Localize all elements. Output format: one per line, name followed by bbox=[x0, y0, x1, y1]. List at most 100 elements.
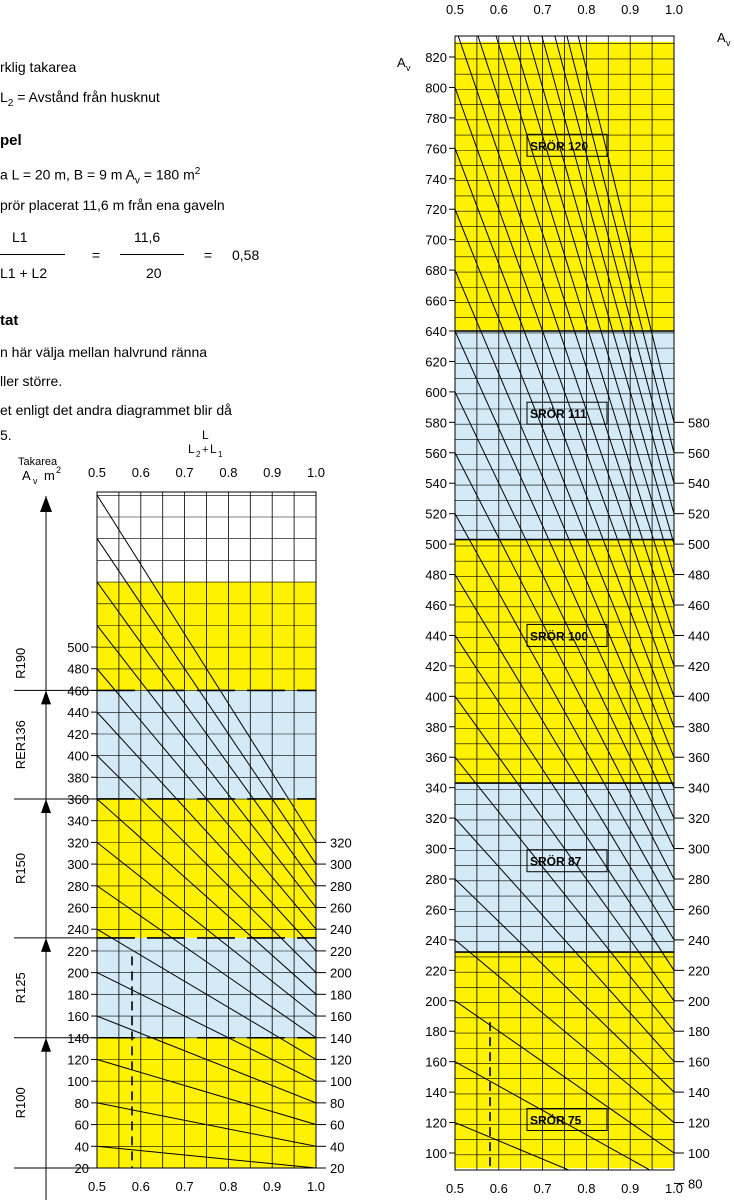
chart-2-left-tick-label: 500 bbox=[425, 537, 447, 552]
chart-1-left-tick-label: 300 bbox=[67, 857, 89, 872]
chart-2-band-label-box bbox=[526, 849, 608, 873]
chart-2-band-label: SRÖR 120 bbox=[530, 138, 588, 153]
chart-2-right-tick-label: 320 bbox=[688, 811, 710, 826]
chart-2-diagonal bbox=[477, 36, 674, 636]
chart-2-diagonal bbox=[455, 330, 674, 819]
chart-1-right-tick-label: 40 bbox=[330, 1139, 344, 1154]
chart-2-right-tick-label: 540 bbox=[688, 476, 710, 491]
chart-1-left-tick-label: 440 bbox=[67, 705, 89, 720]
chart-2-left-tick-label: 400 bbox=[425, 689, 447, 704]
chart-2-diagonal bbox=[455, 87, 674, 697]
chart-1-bottom-tick-label: 0.9 bbox=[263, 1179, 281, 1194]
chart-1-bottom-tick-label: 0.6 bbox=[132, 1179, 150, 1194]
chart-2-diagonal bbox=[455, 452, 674, 880]
chart-1-band-label: R190 bbox=[13, 648, 28, 679]
chart-2-diagonal bbox=[577, 36, 674, 423]
chart-1-band-arrow bbox=[41, 937, 51, 952]
fraction-2-numerator: 11,6 bbox=[134, 229, 161, 245]
chart-1-bottom-tick-label: 0.8 bbox=[219, 1179, 237, 1194]
fraction-1-numerator: L1 bbox=[12, 229, 28, 245]
chart-1-ratio-L2: L bbox=[188, 442, 195, 456]
chart-1-left-tick-label: 200 bbox=[67, 966, 89, 981]
chart-1-diagonal bbox=[97, 538, 316, 865]
chart-2-left-tick-label: 320 bbox=[425, 811, 447, 826]
chart-1-bottom-tick-label: 0.7 bbox=[176, 1179, 194, 1194]
chart-1-top-axis-label: Takarea bbox=[18, 456, 58, 468]
fraction-2-denominator: 20 bbox=[146, 265, 162, 281]
chart-2-diagonal bbox=[566, 36, 674, 453]
chart-1-unit-sup: 2 bbox=[56, 465, 61, 475]
fraction-2-bar bbox=[120, 254, 184, 255]
chart-1-unit-label: m bbox=[44, 468, 55, 483]
chart-1-band-arrow bbox=[41, 798, 51, 813]
heading-result: tat bbox=[0, 312, 19, 329]
chart-2-left-tick-label: 360 bbox=[425, 750, 447, 765]
chart-2-band-label: SRÖR 75 bbox=[530, 1113, 582, 1128]
chart-1-ratio-L: L bbox=[202, 428, 209, 442]
text-line-4: prör placerat 11,6 m från ena gaveln bbox=[0, 197, 225, 213]
chart-1-bottom-tick-label: 1.0 bbox=[307, 1179, 325, 1194]
chart-2-right-tick-label: 400 bbox=[688, 689, 710, 704]
chart-2-band-label-box bbox=[526, 401, 608, 425]
chart-1-band-arrow bbox=[40, 496, 52, 512]
chart-2-top-tick-label: 0.8 bbox=[577, 2, 595, 17]
chart-2-band-label: SRÖR 87 bbox=[530, 854, 582, 869]
text-line-5: n här välja mellan halvrund ränna bbox=[0, 344, 208, 360]
chart-1-band-label: R100 bbox=[13, 1087, 28, 1118]
chart-1-right-tick-label: 220 bbox=[330, 944, 352, 959]
chart-2-right-tick-label: 340 bbox=[688, 781, 710, 796]
chart-2-diagonal bbox=[455, 817, 674, 1063]
chart-2-left-label: A bbox=[397, 55, 406, 70]
chart-2-band-label: SRÖR 100 bbox=[530, 628, 588, 643]
chart-2-diagonal bbox=[554, 36, 674, 484]
chart-2-left-tick-label: 640 bbox=[425, 324, 447, 339]
equals-sign-1: = bbox=[92, 247, 101, 263]
chart-2-right-tick-label: 500 bbox=[688, 537, 710, 552]
chart-1-right-tick-label: 160 bbox=[330, 1009, 352, 1024]
chart-1-band-arrow bbox=[41, 1037, 51, 1052]
chart-2-diagonal bbox=[455, 939, 674, 1123]
chart-1-left-tick-label: 40 bbox=[75, 1139, 89, 1154]
chart-2-diagonal bbox=[455, 209, 674, 758]
chart-2-top-tick-label: 1.0 bbox=[665, 2, 683, 17]
chart-2-diagonal bbox=[512, 36, 674, 575]
chart-1-ratio-L1: L bbox=[210, 442, 217, 456]
chart-2-left-label-sub: v bbox=[406, 63, 411, 73]
chart-1-right-tick-label: 180 bbox=[330, 987, 352, 1002]
chart-2-right-tick-label: 240 bbox=[688, 933, 710, 948]
chart-2-diagonal bbox=[455, 391, 674, 849]
chart-1-top-tick-label: 0.7 bbox=[176, 465, 194, 480]
chart-2-left-tick-label: 620 bbox=[425, 354, 447, 369]
chart-1-left-tick-label: 400 bbox=[67, 749, 89, 764]
chart-2-right-tick-label: 580 bbox=[688, 415, 710, 430]
chart-1-right-tick-label: 140 bbox=[330, 1031, 352, 1046]
text-line-1: rklig takarea bbox=[0, 59, 77, 75]
chart-1-right-tick-label: 320 bbox=[330, 835, 352, 850]
chart-1-ratio-L1-sub: 1 bbox=[218, 450, 223, 459]
text-line-8: 5. bbox=[0, 427, 12, 443]
chart-1-left-tick-label: 500 bbox=[67, 640, 89, 655]
heading-example: pel bbox=[0, 132, 22, 149]
chart-2-left-tick-label: 160 bbox=[425, 1055, 447, 1070]
chart-2-left-tick-label: 140 bbox=[425, 1085, 447, 1100]
chart-1-left-tick-label: 120 bbox=[67, 1052, 89, 1067]
chart-1-left-tick-label: 320 bbox=[67, 835, 89, 850]
chart-2-left-tick-label: 740 bbox=[425, 172, 447, 187]
chart-1-band-label: R150 bbox=[13, 853, 28, 884]
chart-1-right-tick-label: 300 bbox=[330, 857, 352, 872]
chart-1-left-tick-label: 80 bbox=[75, 1096, 89, 1111]
chart-2-right-label: A bbox=[717, 30, 726, 45]
chart-2-left-tick-label: 220 bbox=[425, 963, 447, 978]
chart-1-left-tick-label: 160 bbox=[67, 1009, 89, 1024]
chart-1-top-tick-label: 0.9 bbox=[263, 465, 281, 480]
chart-1-band-label: R125 bbox=[13, 972, 28, 1003]
chart-1-band-arrow bbox=[41, 690, 51, 705]
chart-1-diagonal bbox=[97, 624, 316, 908]
chart-2-right-tick-label: 480 bbox=[688, 568, 710, 583]
chart-1-right-tick-label: 80 bbox=[330, 1096, 344, 1111]
chart-2-left-tick-label: 420 bbox=[425, 659, 447, 674]
chart-1-left-tick-label: 280 bbox=[67, 879, 89, 894]
chart-2-plot bbox=[455, 36, 674, 1170]
chart-1-diagonal bbox=[97, 841, 316, 1017]
chart-1-left-tick-label: 260 bbox=[67, 901, 89, 916]
